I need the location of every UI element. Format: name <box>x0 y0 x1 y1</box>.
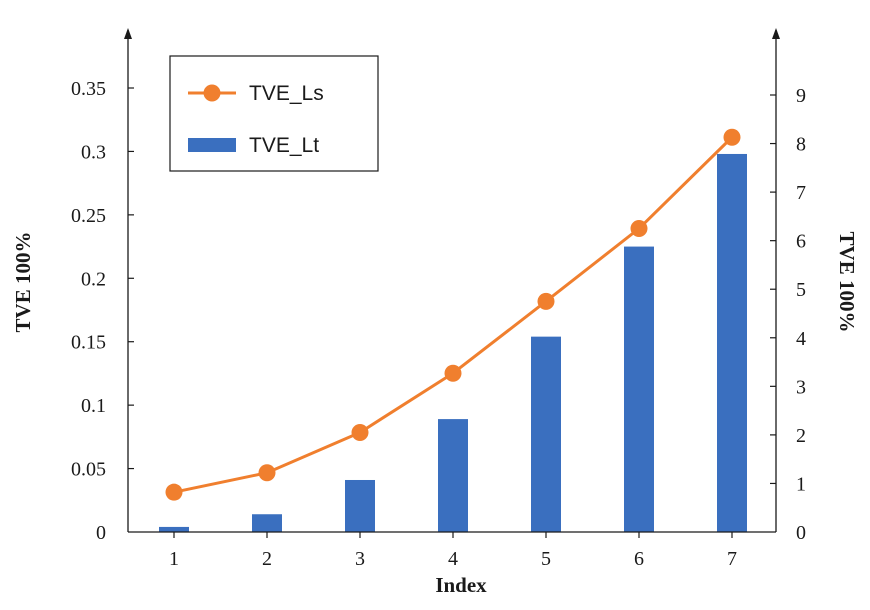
left-y-tick-label: 0.1 <box>81 395 106 417</box>
x-tick-label: 2 <box>262 548 272 570</box>
bar-tve-lt <box>438 419 468 532</box>
right-y-tick-label: 7 <box>796 182 806 204</box>
right-y-tick-label: 1 <box>796 473 806 495</box>
point-tve-ls <box>630 220 648 238</box>
bar-tve-lt <box>252 514 282 532</box>
axes-layer: 0 0.05 0.1 0.15 0.2 0.25 0.3 0.35 0 1 2 3 4 5 6 7 8 9 1 2 3 4… <box>71 28 806 570</box>
right-y-tick-label: 5 <box>796 279 806 301</box>
point-tve-ls <box>165 483 183 501</box>
point-tve-ls <box>351 423 369 441</box>
left-y-axis-title: TVE 100% <box>11 232 35 333</box>
point-tve-ls <box>537 292 555 310</box>
left-y-axis-arrow <box>124 28 132 39</box>
point-tve-ls <box>444 364 462 382</box>
legend-bar-swatch <box>188 138 236 152</box>
left-y-tick-label: 0.05 <box>71 459 106 481</box>
right-y-axis-title: TVE 100% <box>835 232 859 333</box>
right-y-tick-label: 9 <box>796 85 806 107</box>
right-y-tick-label: 0 <box>796 522 806 544</box>
bar-tve-lt <box>531 336 561 532</box>
left-y-tick-label: 0.35 <box>71 78 106 100</box>
right-y-tick-label: 2 <box>796 425 806 447</box>
bar-tve-lt <box>345 479 375 532</box>
x-tick-label: 1 <box>169 548 179 570</box>
line-layer <box>165 128 741 501</box>
bar-tve-lt <box>624 246 654 533</box>
x-tick-label: 7 <box>727 548 737 570</box>
bar-tve-lt <box>159 526 189 532</box>
bars-layer <box>159 153 747 533</box>
left-y-tick-label: 0.3 <box>81 141 106 163</box>
left-y-tick-label: 0.2 <box>81 268 106 290</box>
point-tve-ls <box>258 464 276 482</box>
right-y-tick-label: 8 <box>796 134 806 156</box>
left-y-tick-label: 0.15 <box>71 332 106 354</box>
left-y-tick-label: 0 <box>96 522 106 544</box>
x-tick-label: 4 <box>448 548 458 570</box>
point-tve-ls <box>723 128 741 146</box>
x-axis-title: Index <box>435 573 487 597</box>
right-y-tick-label: 3 <box>796 376 806 398</box>
left-y-tick-label: 0.25 <box>71 205 106 227</box>
right-y-tick-label: 4 <box>796 328 806 350</box>
legend: TVE_Ls TVE_Lt <box>169 55 379 172</box>
x-tick-label: 6 <box>634 548 644 570</box>
legend-label-ls: TVE_Ls <box>249 82 324 105</box>
bar-tve-lt <box>717 153 747 533</box>
x-tick-label: 5 <box>541 548 551 570</box>
right-y-axis-arrow <box>772 28 780 39</box>
x-tick-label: 3 <box>355 548 365 570</box>
legend-marker-swatch <box>203 84 221 102</box>
right-y-tick-label: 6 <box>796 231 806 253</box>
legend-label-lt: TVE_Lt <box>249 134 319 157</box>
